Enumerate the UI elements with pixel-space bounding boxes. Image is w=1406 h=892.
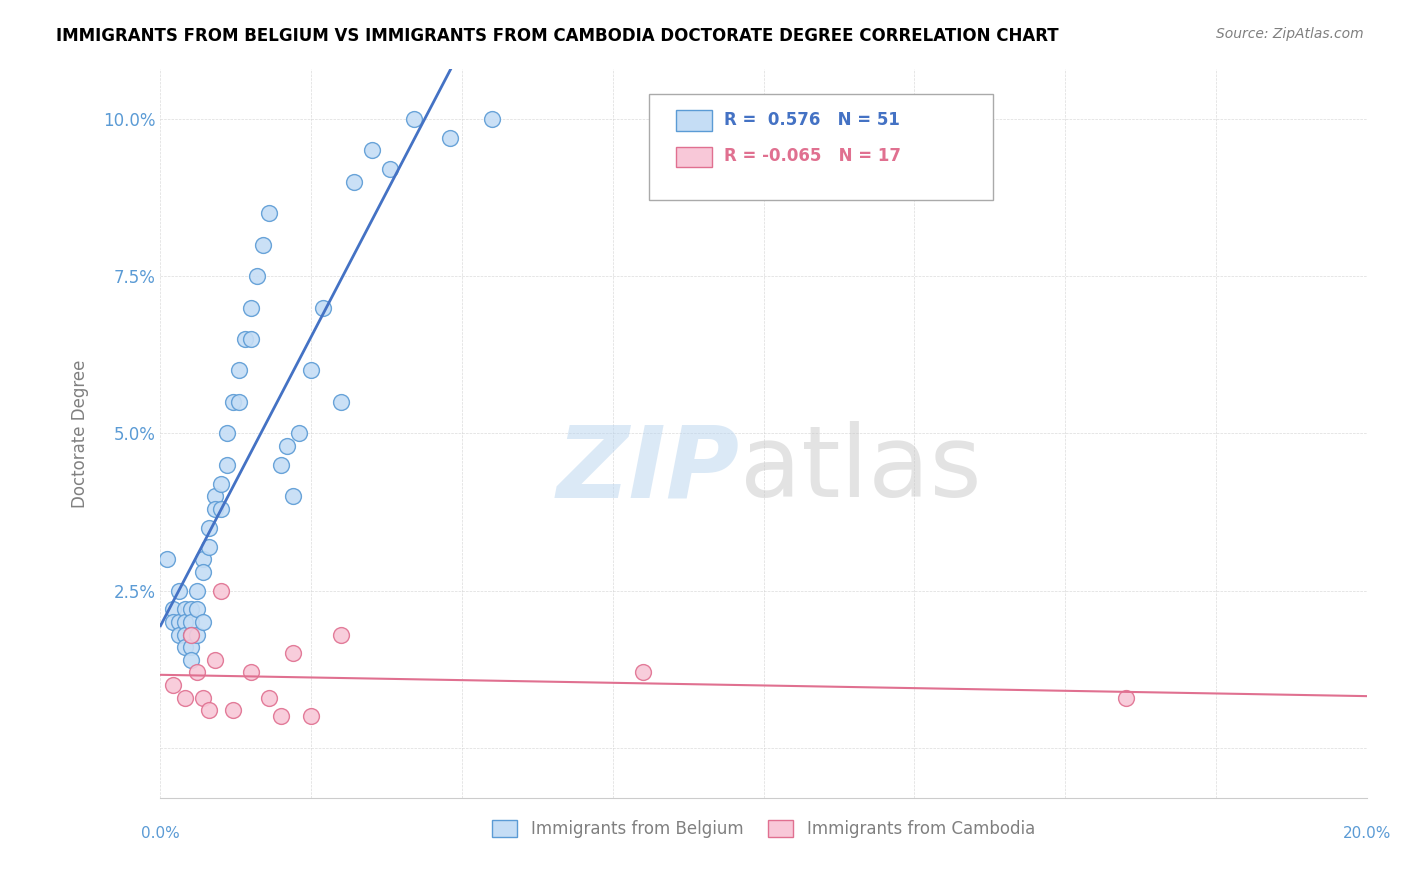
FancyBboxPatch shape	[650, 94, 993, 200]
Point	[481, 112, 503, 126]
Point	[222, 395, 245, 409]
Point	[204, 489, 226, 503]
Point	[204, 653, 226, 667]
Point	[191, 565, 214, 579]
Point	[209, 476, 232, 491]
Point	[215, 458, 238, 472]
Point	[209, 501, 232, 516]
Point	[330, 395, 353, 409]
Text: ZIP: ZIP	[557, 421, 740, 518]
Point	[180, 640, 202, 655]
Point	[276, 439, 298, 453]
Point	[162, 615, 184, 629]
Point	[197, 540, 219, 554]
Point	[270, 709, 292, 723]
Point	[167, 627, 190, 641]
Point	[180, 627, 202, 641]
Point	[342, 175, 364, 189]
Point	[330, 627, 353, 641]
Bar	[676, 146, 711, 167]
Point	[239, 332, 262, 346]
Point	[186, 665, 208, 680]
Point	[173, 615, 195, 629]
Point	[162, 602, 184, 616]
Point	[252, 237, 274, 252]
Point	[239, 301, 262, 315]
Point	[1115, 690, 1137, 705]
Point	[228, 395, 250, 409]
Point	[204, 501, 226, 516]
Text: 0.0%: 0.0%	[141, 826, 180, 841]
Point	[283, 489, 305, 503]
Text: IMMIGRANTS FROM BELGIUM VS IMMIGRANTS FROM CAMBODIA DOCTORATE DEGREE CORRELATION: IMMIGRANTS FROM BELGIUM VS IMMIGRANTS FR…	[56, 27, 1059, 45]
Point	[228, 363, 250, 377]
Point	[239, 665, 262, 680]
Point	[631, 665, 654, 680]
Point	[288, 426, 311, 441]
Point	[180, 627, 202, 641]
Point	[186, 583, 208, 598]
Text: atlas: atlas	[740, 421, 981, 518]
Point	[167, 583, 190, 598]
Point	[186, 602, 208, 616]
Point	[270, 458, 292, 472]
Y-axis label: Doctorate Degree: Doctorate Degree	[72, 359, 89, 508]
Point	[257, 206, 280, 220]
Point	[246, 269, 269, 284]
Point	[197, 521, 219, 535]
Bar	[676, 110, 711, 130]
Point	[257, 690, 280, 705]
Point	[233, 332, 256, 346]
Point	[215, 426, 238, 441]
Point	[180, 615, 202, 629]
Point	[173, 640, 195, 655]
Point	[197, 703, 219, 717]
Text: R =  0.576   N = 51: R = 0.576 N = 51	[724, 111, 900, 128]
Point	[155, 552, 177, 566]
Text: 20.0%: 20.0%	[1343, 826, 1391, 841]
Point	[162, 678, 184, 692]
Point	[191, 552, 214, 566]
Point	[402, 112, 425, 126]
Point	[283, 647, 305, 661]
Point	[173, 690, 195, 705]
Point	[186, 627, 208, 641]
Point	[299, 709, 322, 723]
Point	[167, 615, 190, 629]
Point	[439, 130, 461, 145]
Point	[180, 653, 202, 667]
Point	[299, 363, 322, 377]
Text: R = -0.065   N = 17: R = -0.065 N = 17	[724, 147, 901, 165]
Point	[173, 627, 195, 641]
Point	[222, 703, 245, 717]
Point	[191, 690, 214, 705]
Point	[209, 583, 232, 598]
Text: Source: ZipAtlas.com: Source: ZipAtlas.com	[1216, 27, 1364, 41]
Point	[378, 162, 401, 177]
Legend: Immigrants from Belgium, Immigrants from Cambodia: Immigrants from Belgium, Immigrants from…	[485, 813, 1042, 845]
Point	[360, 143, 382, 157]
Point	[312, 301, 335, 315]
Point	[173, 602, 195, 616]
Point	[191, 615, 214, 629]
Point	[180, 602, 202, 616]
